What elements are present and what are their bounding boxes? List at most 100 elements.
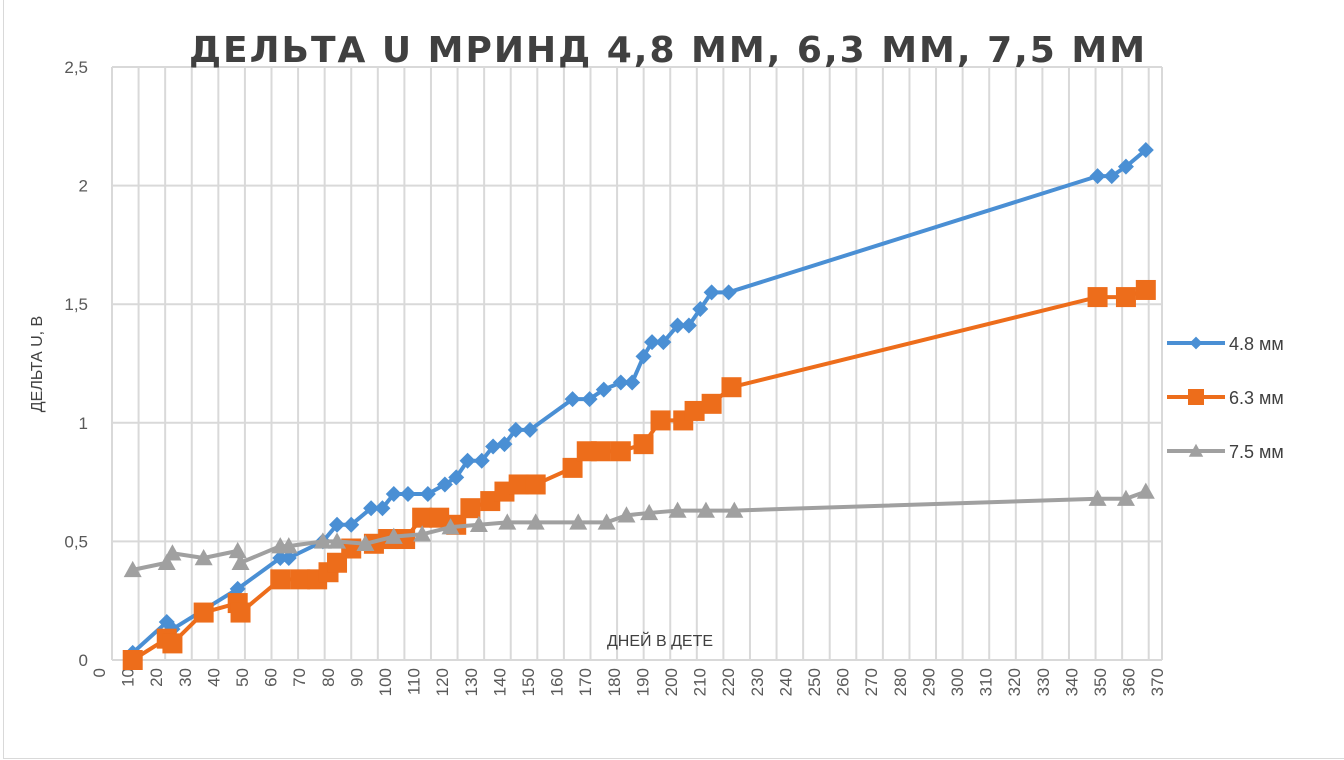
x-tick-label: 290 <box>919 668 938 696</box>
square-marker <box>270 569 291 590</box>
triangle-marker <box>725 501 744 518</box>
x-tick-label: 110 <box>405 668 424 695</box>
square-marker <box>1188 389 1204 405</box>
diamond-marker <box>419 485 436 502</box>
square-marker <box>162 633 183 654</box>
square-marker <box>684 400 705 421</box>
diamond-marker <box>703 284 720 301</box>
triangle-marker <box>279 537 298 554</box>
triangle-marker <box>668 501 687 518</box>
y-tick-label: 2 <box>79 177 88 196</box>
triangle-marker <box>384 527 403 544</box>
diamond-marker <box>564 391 581 408</box>
triangle-marker <box>157 553 176 570</box>
x-tick-label: 10 <box>119 668 138 687</box>
square-marker <box>562 457 583 478</box>
triangle-marker <box>163 544 182 561</box>
square-marker <box>1087 287 1108 308</box>
triangle-marker <box>413 525 432 542</box>
diamond-marker <box>1137 142 1154 159</box>
x-tick-label: 360 <box>1120 668 1139 696</box>
square-marker <box>525 474 546 495</box>
x-tick-label: 90 <box>347 668 366 687</box>
x-tick-label: 280 <box>891 668 910 696</box>
diamond-marker <box>272 550 289 567</box>
x-tick-label: 300 <box>948 668 967 696</box>
x-tick-label: 210 <box>691 668 710 696</box>
square-marker <box>590 441 611 462</box>
x-tick-label: 160 <box>548 668 567 696</box>
diamond-marker <box>1189 336 1203 350</box>
x-tick-label: 130 <box>462 668 481 696</box>
x-tick-label: 220 <box>719 668 738 696</box>
triangle-marker <box>617 506 636 523</box>
x-tick-label: 40 <box>204 668 223 687</box>
diamond-marker <box>720 284 737 301</box>
square-marker <box>701 393 722 414</box>
triangle-marker <box>569 513 588 530</box>
diamond-marker <box>669 317 686 334</box>
diamond-marker <box>459 452 476 469</box>
square-marker <box>290 569 311 590</box>
x-tick-label: 180 <box>605 668 624 696</box>
gridlines <box>111 66 1163 661</box>
x-tick-label: 270 <box>862 668 881 696</box>
x-tick-label: 340 <box>1062 668 1081 696</box>
triangle-marker <box>356 534 375 551</box>
triangle-marker <box>640 503 659 521</box>
square-marker <box>610 441 631 462</box>
triangle-marker <box>696 501 715 518</box>
diamond-marker <box>635 348 652 365</box>
x-tick-label: 370 <box>1148 668 1167 696</box>
diamond-marker <box>507 421 524 438</box>
x-tick-label: 250 <box>805 668 824 696</box>
legend-item: 6.3 мм <box>1167 388 1284 408</box>
x-tick-label: 150 <box>519 668 538 696</box>
triangle-marker <box>441 518 460 535</box>
triangle-marker <box>597 513 616 530</box>
square-marker <box>650 410 671 431</box>
series-line <box>131 288 1147 662</box>
triangle-marker <box>498 513 517 530</box>
diamond-marker <box>229 580 246 597</box>
x-tick-label: 120 <box>433 668 452 696</box>
square-marker <box>460 498 481 519</box>
chart-title: ДЕЛЬТА U МРИНД 4,8 ММ, 6,3 ММ, 7,5 ММ <box>189 30 1147 71</box>
x-tick-label: 60 <box>262 668 281 687</box>
diamond-marker <box>485 438 502 455</box>
square-marker <box>412 507 433 528</box>
x-tick-label: 170 <box>576 668 595 696</box>
square-marker <box>193 602 214 623</box>
diamond-marker <box>655 334 672 351</box>
square-marker <box>429 507 450 528</box>
diamond-marker <box>680 317 697 334</box>
x-tick-label: 200 <box>662 668 681 696</box>
triangle-marker <box>1188 443 1204 457</box>
series-6-3- <box>122 279 1156 670</box>
triangle-marker <box>1116 489 1135 506</box>
triangle-marker <box>526 513 545 530</box>
x-tick-label: 240 <box>776 668 795 696</box>
diamond-marker <box>692 300 709 317</box>
y-tick-label: 0 <box>79 651 88 670</box>
diamond-marker <box>1103 168 1120 185</box>
diamond-marker <box>1117 158 1134 175</box>
tick-labels: 0 0,5 1 1,5 2 2,5 0 10 20 30 40 50 60 70 80 90 100 110 120… <box>64 58 1167 696</box>
series-7-5- <box>123 482 1155 578</box>
y-tick-label: 0,5 <box>64 532 88 551</box>
y-axis-label: ДЕЛЬТА U, В <box>29 316 46 412</box>
x-tick-label: 0 <box>90 668 109 677</box>
diamond-marker <box>496 436 513 453</box>
series-group <box>122 142 1156 670</box>
triangle-marker <box>123 560 142 578</box>
triangle-marker <box>1088 489 1107 506</box>
x-tick-label: 190 <box>633 668 652 696</box>
diamond-marker <box>612 374 629 391</box>
square-marker <box>633 434 654 455</box>
x-tick-label: 70 <box>290 668 309 687</box>
legend-label: 6.3 мм <box>1229 388 1284 408</box>
diamond-marker <box>329 516 346 533</box>
x-tick-label: 320 <box>1005 668 1024 696</box>
diamond-marker <box>280 550 297 567</box>
